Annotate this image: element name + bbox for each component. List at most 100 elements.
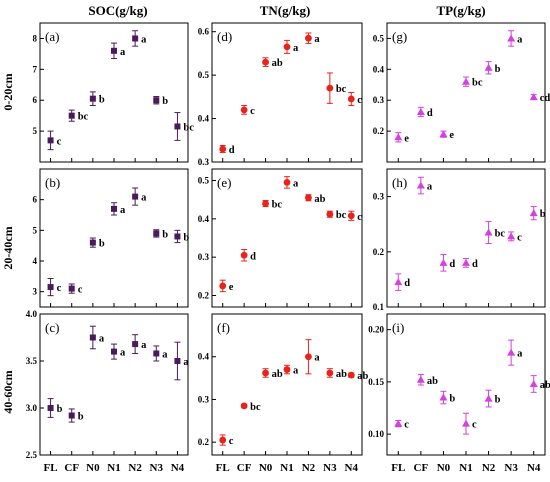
- triangle-marker: [507, 232, 516, 240]
- category-label-N3: N3: [504, 462, 518, 474]
- significance-label: a: [162, 349, 168, 360]
- significance-label: cd: [540, 93, 550, 104]
- square-marker: [89, 334, 96, 341]
- square-marker: [111, 47, 117, 54]
- row-label-20-40cm: 20-40cm: [1, 226, 15, 269]
- category-labels: FL CF N0 N1 N2 N3 N4 FL CF N0 N1 N2 N3 N4 FL CF N0 N1 N2 N3…: [44, 462, 541, 474]
- square-marker: [132, 193, 139, 200]
- significance-label: ab: [540, 380, 550, 391]
- circle-marker: [326, 84, 334, 92]
- triangle-marker: [529, 93, 538, 101]
- significance-label: b: [99, 95, 105, 106]
- y-tick-label-g: 0.5: [373, 33, 385, 43]
- category-label-N3: N3: [323, 462, 337, 474]
- y-tick-label-b: 4: [33, 256, 38, 266]
- square-marker: [132, 341, 139, 348]
- panel-frame-e: [211, 168, 363, 308]
- y-tick-label-e: 0.5: [198, 176, 210, 186]
- data-point-b-N1: a: [111, 202, 126, 216]
- triangle-marker: [507, 348, 516, 356]
- square-marker: [174, 358, 181, 364]
- data-point-c-FL: b: [47, 398, 63, 418]
- panel-label-f: (f): [217, 320, 230, 335]
- data-point-a-N1: a: [111, 42, 126, 60]
- data-point-f-N1: a: [283, 364, 299, 377]
- triangle-marker: [462, 419, 470, 427]
- circle-marker: [347, 212, 355, 220]
- significance-label: c: [404, 420, 409, 431]
- circle-marker: [262, 58, 269, 66]
- triangle-marker: [529, 379, 538, 387]
- column-title-soc: SOC(g/kg): [88, 3, 147, 18]
- significance-label: a: [141, 340, 147, 351]
- circle-marker: [219, 436, 227, 444]
- data-point-i-N1: c: [462, 412, 477, 435]
- data-point-g-FL: e: [394, 132, 409, 144]
- data-point-g-N2: b: [484, 61, 501, 75]
- data-point-h-N0: d: [439, 254, 455, 272]
- category-label-FL: FL: [216, 462, 230, 474]
- y-tick-label-a: 7: [33, 64, 38, 74]
- category-label-CF: CF: [64, 462, 79, 474]
- data-point-e-N3: bc: [326, 210, 347, 221]
- significance-label: b: [162, 229, 168, 240]
- data-point-g-N4: cd: [529, 93, 550, 104]
- significance-label: a: [120, 205, 126, 216]
- significance-label: bc: [183, 122, 194, 133]
- data-point-e-N4: c: [347, 210, 362, 223]
- circle-marker: [262, 369, 269, 377]
- significance-label: d: [229, 145, 235, 156]
- y-tick-label-i: 0.15: [368, 377, 384, 387]
- significance-label: b: [495, 395, 501, 406]
- panel-label-b: (b): [45, 175, 60, 190]
- triangle-marker: [416, 107, 425, 115]
- data-point-b-CF: c: [68, 283, 83, 296]
- y-tick-label-b: 3: [33, 287, 38, 297]
- y-tick-label-d: 0.4: [198, 114, 210, 124]
- data-point-c-N4: a: [174, 341, 189, 381]
- circle-marker: [283, 43, 291, 51]
- circle-marker: [326, 210, 334, 218]
- circle-marker: [240, 251, 248, 259]
- panel-label-c: (c): [45, 320, 59, 335]
- data-point-b-N2: a: [132, 187, 147, 206]
- triangle-marker: [439, 393, 448, 401]
- significance-label: c: [229, 436, 234, 447]
- triangle-marker: [507, 34, 516, 42]
- y-tick-label-c: 3.5: [26, 356, 38, 366]
- significance-label: a: [293, 178, 299, 189]
- y-tick-label-f: 0.2: [198, 437, 210, 447]
- significance-label: bc: [472, 78, 483, 89]
- significance-label: ab: [272, 58, 283, 69]
- circle-marker: [219, 282, 227, 290]
- significance-label: e: [449, 130, 454, 141]
- significance-label: b: [495, 64, 501, 75]
- triangle-marker: [484, 228, 493, 236]
- significance-label: bc: [78, 112, 89, 123]
- category-label-N2: N2: [128, 462, 142, 474]
- data-point-c-N3: a: [153, 345, 168, 362]
- significance-label: c: [357, 95, 362, 106]
- data-point-h-N2: bc: [484, 220, 506, 245]
- square-marker: [153, 350, 160, 357]
- triangle-marker: [484, 63, 493, 71]
- data-point-a-FL: c: [47, 130, 62, 151]
- significance-label: a: [517, 349, 523, 360]
- y-tick-label-b: 6: [33, 195, 38, 205]
- category-label-FL: FL: [391, 462, 405, 474]
- data-point-f-N4: ab: [347, 371, 369, 382]
- data-point-i-N4: ab: [529, 375, 550, 393]
- data-point-g-N1: bc: [462, 76, 483, 89]
- data-point-f-N0: ab: [262, 368, 283, 380]
- data-point-e-N2: ab: [305, 194, 326, 205]
- category-label-N2: N2: [302, 462, 316, 474]
- data-point-a-CF: bc: [68, 109, 89, 123]
- data-point-d-N2: a: [305, 32, 320, 45]
- y-tick-label-i: 0.20: [368, 325, 384, 335]
- significance-label: bc: [495, 228, 506, 239]
- square-marker: [153, 97, 160, 104]
- panel-g: 0.2 0.3 0.4 0.5 (g) e d e bc b a cd: [373, 22, 550, 163]
